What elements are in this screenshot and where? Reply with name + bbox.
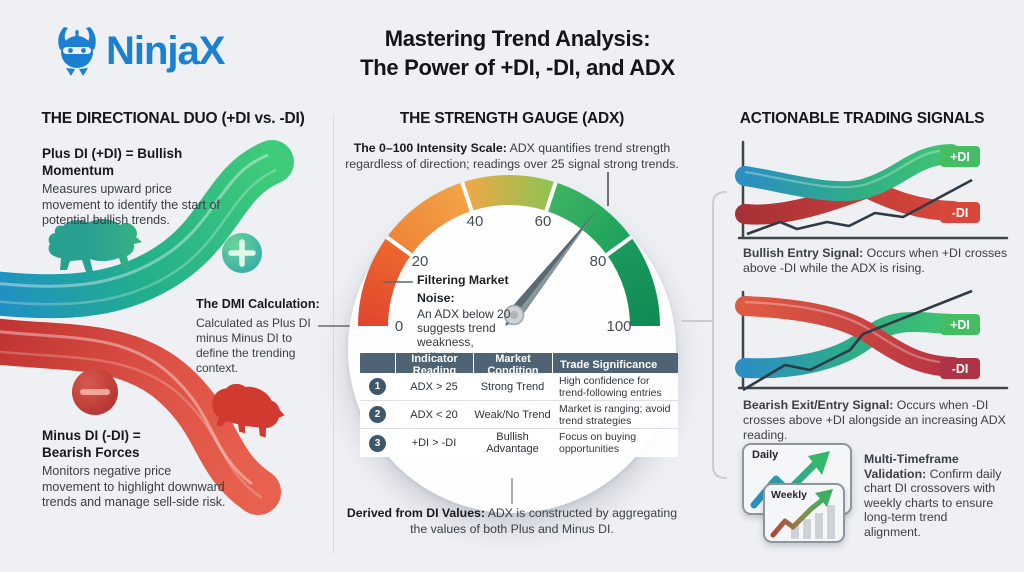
row-number-badge: 1 [369, 378, 386, 395]
brand-logo: NinjaX [54, 24, 225, 78]
plus-di-body: Measures upward price movement to identi… [42, 182, 220, 227]
row-reading: ADX < 20 [410, 408, 458, 421]
adx-line [742, 289, 973, 392]
bearish-ribbon [0, 318, 281, 515]
minus-di-ribbon [735, 296, 963, 377]
minus-di-pill: -DI [940, 202, 980, 223]
derived-connector-line [511, 478, 513, 504]
bullish-ribbon [0, 140, 294, 319]
bearish-signal-caption: Bearish Exit/Entry Signal: Occurs when -… [743, 398, 1021, 443]
middle-column-heading: THE STRENGTH GAUGE (ADX) [399, 110, 625, 127]
minus-di-label: -DI [952, 362, 969, 376]
gauge-tick-100: 100 [606, 318, 631, 335]
ribbon-streak [744, 148, 950, 189]
bullish-crossover-chart: +DI -DI [735, 140, 1009, 240]
intensity-scale-lead: The 0–100 Intensity Scale: [353, 141, 507, 155]
section-bracket [681, 191, 727, 479]
bullish-signal-text: Occurs when +DI crosses above -DI while … [743, 246, 1008, 275]
adx-condition-table: Indicator Reading Market Condition Trade… [360, 353, 678, 457]
row-reading: ADX > 25 [410, 380, 458, 393]
daily-card-label: Daily [752, 449, 779, 461]
bullish-signal-caption: Bullish Entry Signal: Occurs when +DI cr… [743, 246, 1017, 276]
page-title: Mastering Trend Analysis: The Power of +… [295, 24, 740, 82]
row-reading: +DI > -DI [411, 437, 457, 449]
weekly-chart-card: Weekly [763, 483, 845, 543]
minus-di-title: Minus DI (-DI) = Bearish Forces [42, 428, 141, 460]
row-condition: Strong Trend [480, 380, 545, 393]
dmi-connector-line [318, 325, 350, 327]
dmi-title: The DMI Calculation: [196, 297, 320, 311]
bullish-signal-lead: Bullish Entry Signal: [743, 246, 864, 260]
dmi-body: Calculated as Plus DI minus Minus DI to … [196, 315, 311, 375]
gauge-needle [503, 210, 597, 326]
right-column-heading: ACTIONABLE TRADING SIGNALS [739, 110, 985, 127]
row-number-badge: 3 [369, 434, 386, 452]
intensity-scale-note: The 0–100 Intensity Scale: ADX quantifie… [342, 141, 682, 172]
derived-note-lead: Derived from DI Values: [346, 506, 485, 520]
row-significance: High confidence for trend-following entr… [559, 374, 662, 399]
bearish-crossover-chart: +DI -DI [735, 289, 1009, 392]
gauge-tick-20: 20 [412, 253, 429, 270]
minus-di-note: Minus DI (-DI) = Bearish Forces Monitors… [42, 428, 242, 511]
table-header-significance: Trade Significance [552, 353, 678, 377]
multi-timeframe-lead: Multi-Timeframe Validation: [864, 452, 959, 481]
plus-di-note: Plus DI (+DI) = Bullish Momentum Measure… [42, 146, 242, 229]
minus-icon [72, 369, 118, 415]
row-condition: Weak/No Trend [474, 408, 551, 421]
bearish-signal-lead: Bearish Exit/Entry Signal: [743, 398, 894, 412]
ninja-helmet-icon [58, 27, 96, 76]
minus-di-pill: -DI [940, 358, 980, 379]
plus-di-pill: +DI [940, 146, 980, 167]
row-number-badge: 2 [369, 406, 386, 423]
left-column-heading: THE DIRECTIONAL DUO (+DI vs. -DI) [41, 110, 305, 127]
plus-di-label: +DI [950, 150, 970, 164]
plus-di-ribbon [735, 144, 961, 202]
row-significance: Market is ranging; avoid trend strategie… [559, 402, 671, 427]
intensity-scale-text: ADX quantifies trend strength regardless… [345, 141, 679, 171]
table-header-condition: Market Condition [473, 353, 552, 377]
gauge-tick-80: 80 [590, 253, 607, 270]
noise-note-title: Filtering Market Noise: [417, 273, 509, 305]
adx-line [746, 178, 973, 236]
gauge-tick-labels: 0 20 40 60 80 100 [395, 213, 632, 335]
gauge-tick-40: 40 [467, 213, 484, 230]
plus-di-pill: +DI [940, 314, 980, 335]
brand-name: NinjaX [106, 28, 225, 73]
page-title-line1: Mastering Trend Analysis: [384, 26, 651, 51]
bear-icon [212, 383, 285, 438]
table-header-row: Indicator Reading Market Condition Trade… [360, 353, 678, 377]
table-row: 3 +DI > -DI Bullish Advantage Focus on b… [360, 429, 678, 457]
gauge-tick-60: 60 [535, 213, 552, 230]
table-header-reading: Indicator Reading [395, 353, 473, 377]
adx-gauge: 0 20 40 60 80 100 [357, 172, 660, 335]
derived-note: Derived from DI Values: ADX is construct… [337, 506, 687, 537]
page-title-line2: The Power of +DI, -DI, and ADX [360, 55, 675, 80]
minus-di-body: Monitors negative price movement to high… [42, 464, 226, 509]
bearish-signal-text: Occurs when -DI crosses above +DI alongs… [743, 398, 1006, 442]
multi-timeframe-text: Confirm daily chart DI crossovers with w… [864, 466, 1002, 539]
plus-di-label: +DI [950, 318, 970, 332]
row-condition: Bullish Advantage [486, 431, 539, 455]
table-row: 1 ADX > 25 Strong Trend High confidence … [360, 373, 678, 401]
weekly-card-label: Weekly [771, 489, 807, 501]
directional-duo-illustration [0, 140, 294, 515]
minus-di-label: -DI [952, 206, 969, 220]
dmi-note: The DMI Calculation: Calculated as Plus … [196, 296, 322, 376]
multi-timeframe-caption: Multi-Timeframe Validation: Confirm dail… [864, 452, 1006, 539]
column-divider [333, 114, 334, 554]
gauge-tick-0: 0 [395, 318, 403, 335]
table-row: 2 ADX < 20 Weak/No Trend Market is rangi… [360, 401, 678, 429]
plus-icon [222, 233, 262, 273]
plus-di-title: Plus DI (+DI) = Bullish Momentum [42, 146, 183, 178]
derived-note-text: ADX is constructed by aggregating the va… [410, 506, 678, 536]
row-significance: Focus on buying opportunities [559, 431, 637, 455]
gauge-arc [357, 174, 660, 326]
weekly-trend-arrow-icon [770, 489, 835, 539]
bull-icon [48, 219, 142, 272]
